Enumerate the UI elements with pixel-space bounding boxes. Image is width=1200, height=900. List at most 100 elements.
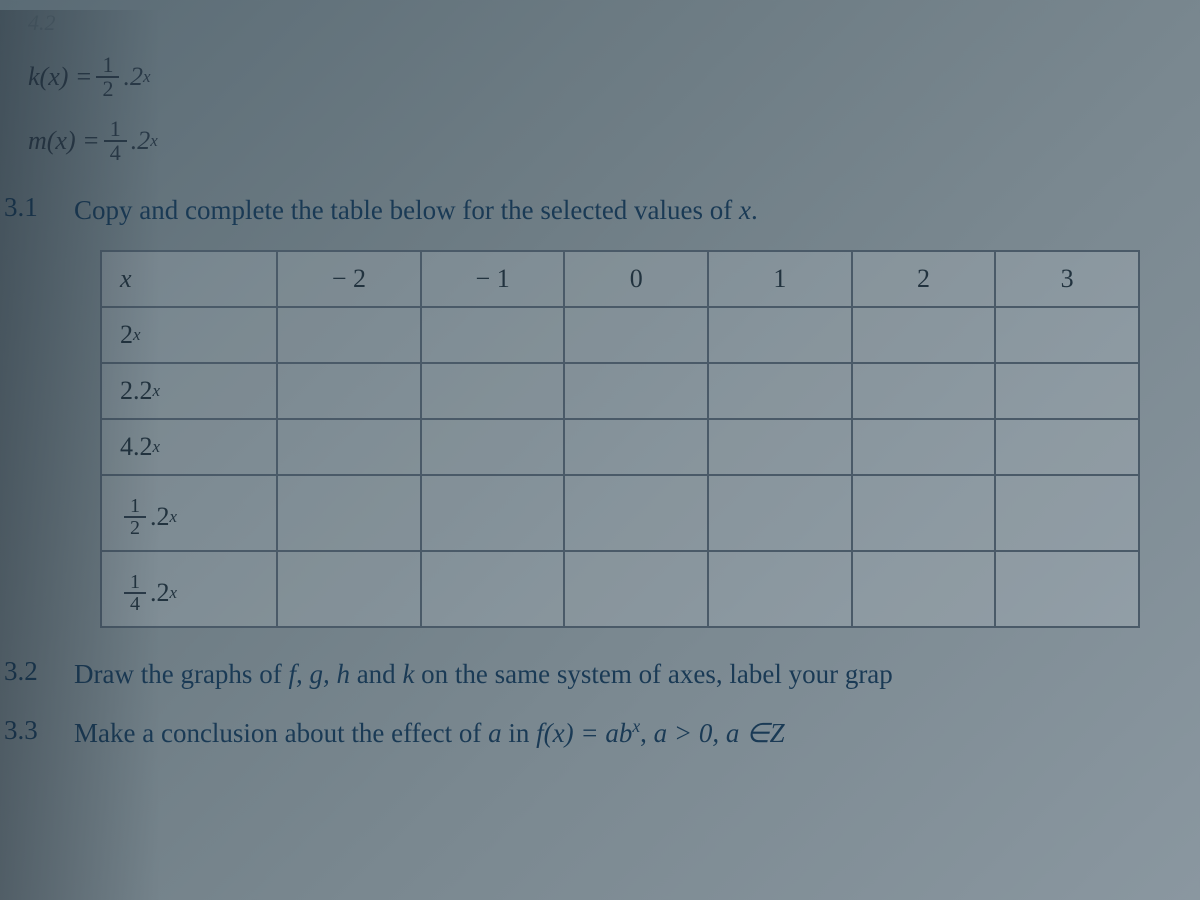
row3-frac-num: 1	[124, 496, 146, 518]
x-col-0: − 2	[277, 251, 421, 307]
equation-fragment-top: 4.2	[28, 10, 1170, 36]
question-3-2: 3.2 Draw the graphs of f, g, h and k on …	[0, 656, 1170, 692]
row3-c2	[564, 475, 708, 551]
q31-text-a: Copy and complete the table below for th…	[74, 195, 739, 225]
row1-c3	[708, 363, 852, 419]
row2-label: 4.2x	[101, 419, 277, 475]
row3-c5	[995, 475, 1139, 551]
row3-frac-den: 2	[124, 518, 146, 538]
k-lhs: k(x) =	[28, 62, 92, 92]
m-lhs: m(x) =	[28, 126, 100, 156]
row4-c3	[708, 551, 852, 627]
q33-c: ,	[640, 718, 654, 748]
table-row: 2.2x	[101, 363, 1139, 419]
q33-var-a: a	[488, 718, 502, 748]
row2-c2	[564, 419, 708, 475]
k-rhs-exp: x	[143, 67, 151, 87]
row0-exp: x	[133, 325, 141, 345]
question-3-1: 3.1 Copy and complete the table below fo…	[0, 192, 1170, 228]
x-col-2: 0	[564, 251, 708, 307]
row1-c5	[995, 363, 1139, 419]
row4-c2	[564, 551, 708, 627]
row0-base: 2	[120, 320, 133, 350]
row2-c5	[995, 419, 1139, 475]
row2-c4	[852, 419, 996, 475]
row3-c0	[277, 475, 421, 551]
row2-base: 4.2	[120, 432, 153, 462]
q33-text: Make a conclusion about the effect of a …	[74, 715, 1170, 751]
row2-exp: x	[153, 437, 161, 457]
row4-label: 1 4 .2x	[101, 551, 277, 627]
row0-c5	[995, 307, 1139, 363]
table-row: 4.2x	[101, 419, 1139, 475]
row0-c3	[708, 307, 852, 363]
k-rhs-base: .2	[123, 62, 143, 92]
row4-base: .2	[150, 578, 170, 608]
equation-k: k(x) = 1 2 .2x	[28, 54, 1170, 100]
q32-k: k	[402, 659, 414, 689]
x-col-3: 1	[708, 251, 852, 307]
row2-c3	[708, 419, 852, 475]
row3-frac: 1 2	[124, 496, 146, 538]
q32-a: Draw the graphs of	[74, 659, 288, 689]
row4-c5	[995, 551, 1139, 627]
k-frac-num: 1	[96, 54, 119, 78]
row4-frac-num: 1	[124, 572, 146, 594]
k-frac-den: 2	[96, 78, 119, 100]
row1-c4	[852, 363, 996, 419]
row0-label: 2x	[101, 307, 277, 363]
table-row: 1 4 .2x	[101, 551, 1139, 627]
q32-fns: f, g, h	[288, 659, 350, 689]
row0-c2	[564, 307, 708, 363]
row4-frac: 1 4	[124, 572, 146, 614]
values-table: x − 2 − 1 0 1 2 3 2x	[100, 250, 1140, 628]
row0-c4	[852, 307, 996, 363]
row0-c1	[421, 307, 565, 363]
table-header-row: x − 2 − 1 0 1 2 3	[101, 251, 1139, 307]
row1-c2	[564, 363, 708, 419]
table-row: 2x	[101, 307, 1139, 363]
q32-c: on the same system of axes, label your g…	[414, 659, 892, 689]
question-3-3: 3.3 Make a conclusion about the effect o…	[0, 715, 1170, 751]
row2-c1	[421, 419, 565, 475]
m-rhs-exp: x	[150, 131, 158, 151]
worksheet-page: 4.2 k(x) = 1 2 .2x m(x) = 1 4 .2x 3.1 Co…	[0, 10, 1200, 751]
q32-text: Draw the graphs of f, g, h and k on the …	[74, 656, 1170, 692]
row3-exp: x	[170, 507, 178, 527]
q32-b: and	[350, 659, 402, 689]
row2-c0	[277, 419, 421, 475]
row4-c0	[277, 551, 421, 627]
k-fraction: 1 2	[96, 54, 119, 100]
row1-label: 2.2x	[101, 363, 277, 419]
m-frac-den: 4	[104, 142, 127, 164]
row4-c1	[421, 551, 565, 627]
x-col-1: − 1	[421, 251, 565, 307]
row3-c3	[708, 475, 852, 551]
m-rhs-base: .2	[131, 126, 151, 156]
table-row: 1 2 .2x	[101, 475, 1139, 551]
q33-a: Make a conclusion about the effect of	[74, 718, 488, 748]
q32-number: 3.2	[0, 656, 74, 687]
q33-cond: a > 0, a ∈Z	[654, 718, 785, 748]
q33-number: 3.3	[0, 715, 74, 746]
row3-label: 1 2 .2x	[101, 475, 277, 551]
q31-text: Copy and complete the table below for th…	[74, 192, 1170, 228]
row1-exp: x	[153, 381, 161, 401]
row3-c1	[421, 475, 565, 551]
row1-c0	[277, 363, 421, 419]
equation-m: m(x) = 1 4 .2x	[28, 118, 1170, 164]
q33-fx-exp: x	[632, 716, 640, 736]
q31-number: 3.1	[0, 192, 74, 223]
top-fragment-text: 4.2	[28, 10, 56, 36]
x-col-5: 3	[995, 251, 1139, 307]
row4-exp: x	[170, 583, 178, 603]
row3-base: .2	[150, 502, 170, 532]
q31-text-b: .	[751, 195, 758, 225]
header-var: x	[120, 264, 132, 293]
row0-c0	[277, 307, 421, 363]
q33-fx: f(x) = ab	[536, 718, 632, 748]
row1-c1	[421, 363, 565, 419]
m-frac-num: 1	[104, 118, 127, 142]
row4-frac-den: 4	[124, 594, 146, 614]
header-var-cell: x	[101, 251, 277, 307]
